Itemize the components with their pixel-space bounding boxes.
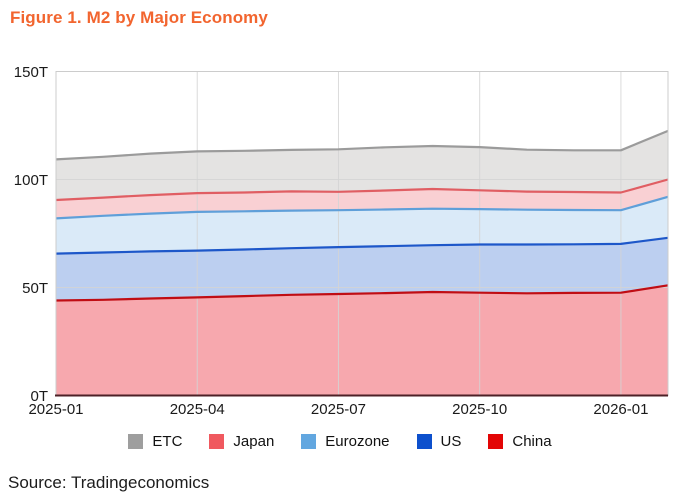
- source-caption: Source: Tradingeconomics: [8, 473, 210, 492]
- area-eurozone: [56, 196, 668, 254]
- area-china: [56, 285, 668, 396]
- legend-item-japan[interactable]: Japan: [209, 433, 274, 450]
- legend-item-china[interactable]: China: [488, 432, 552, 450]
- legend-label-eurozone: Eurozone: [325, 432, 390, 450]
- x-axis-label-2026-01: 2026-01: [593, 401, 648, 418]
- figure-title: Figure 1. M2 by Major Economy: [10, 8, 268, 27]
- legend-item-eurozone[interactable]: Eurozone: [301, 432, 390, 450]
- area-us: [56, 237, 668, 301]
- legend-item-etc[interactable]: ETC: [128, 433, 182, 450]
- y-axis-label-50T: 50T: [22, 280, 48, 297]
- line-japan: [55, 178, 669, 202]
- legend-swatch-eurozone: [301, 433, 317, 449]
- chart-legend: ETC Japan Eurozone US China: [0, 429, 680, 453]
- legend-swatch-china: [488, 433, 504, 449]
- y-axis-label-100T: 100T: [14, 172, 48, 189]
- area-etc: [56, 130, 668, 200]
- x-axis-label-2025-04: 2025-04: [170, 401, 225, 418]
- line-eurozone: [55, 195, 669, 220]
- x-axis-label-2025-10: 2025-10: [452, 401, 507, 418]
- x-axis-label-2025-07: 2025-07: [311, 401, 366, 418]
- legend-label-etc: ETC: [152, 432, 183, 450]
- y-axis-label-0T: 0T: [30, 388, 48, 405]
- stacked-area-chart: 0T 50T 100T 150T 2025-01 2025-04 2025-07 2025-1…: [14, 64, 669, 418]
- legend-swatch-japan: [209, 433, 225, 449]
- legend-item-us[interactable]: US: [416, 432, 462, 450]
- legend-label-us: US: [440, 432, 462, 450]
- legend-label-japan: Japan: [233, 432, 275, 450]
- line-etc: [55, 129, 669, 161]
- y-axis-label-150T: 150T: [14, 64, 48, 81]
- legend-label-china: China: [512, 432, 552, 450]
- line-china: [55, 284, 669, 302]
- x-axis-label-2025-01: 2025-01: [28, 401, 83, 418]
- line-us: [55, 236, 669, 255]
- legend-swatch-etc: [128, 433, 144, 449]
- legend-swatch-us: [416, 433, 432, 449]
